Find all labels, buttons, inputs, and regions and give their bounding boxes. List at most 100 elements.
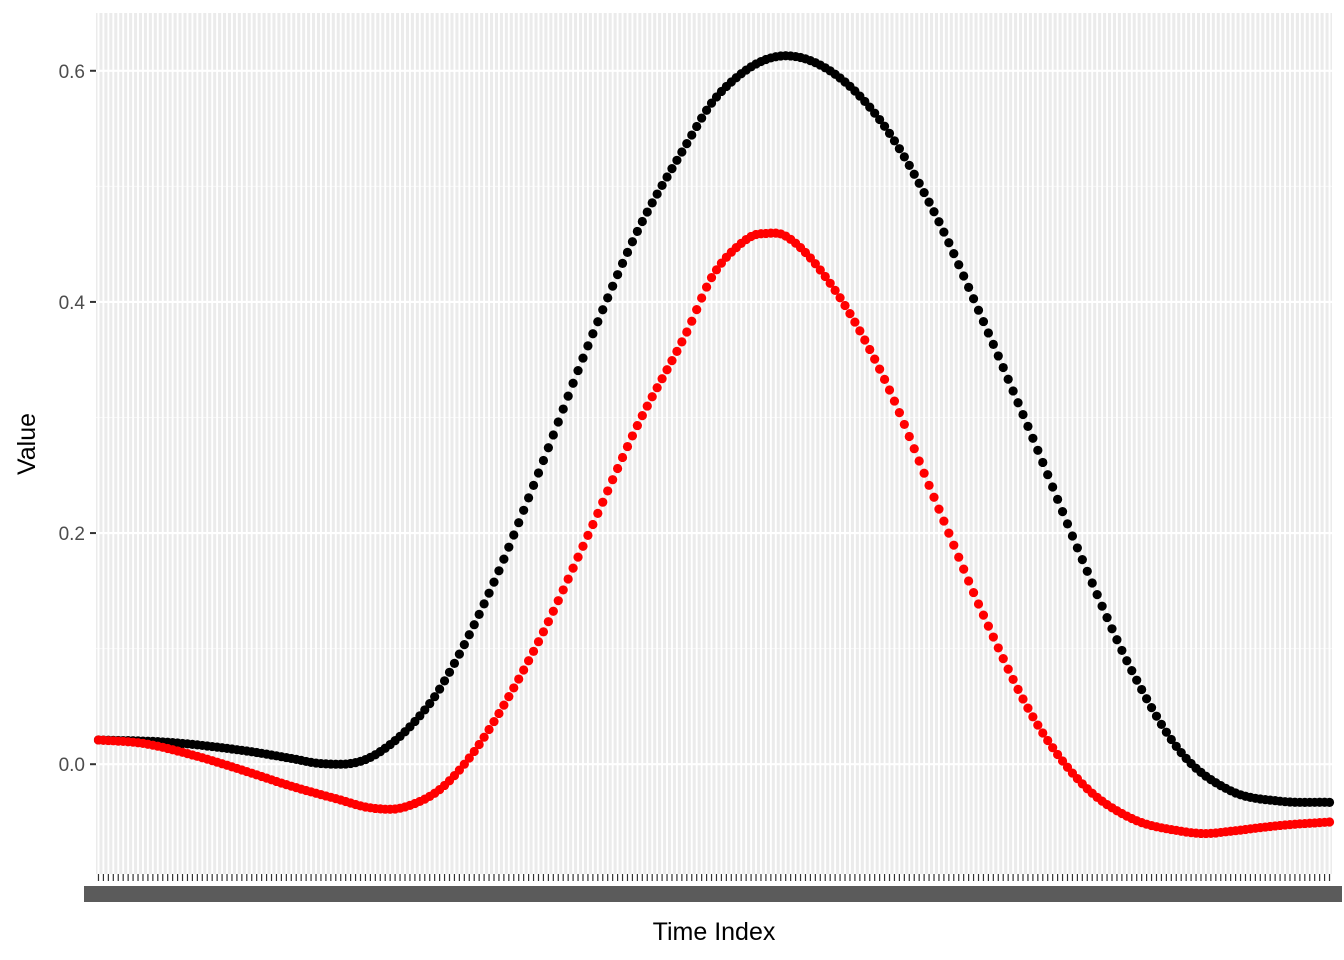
data-point <box>677 337 687 347</box>
data-point <box>894 407 905 418</box>
data-point <box>553 596 563 606</box>
data-point <box>993 643 1003 653</box>
data-point <box>998 362 1008 373</box>
data-point <box>944 238 954 248</box>
data-point <box>652 189 662 199</box>
data-point <box>553 417 563 427</box>
data-point <box>944 528 954 538</box>
data-point <box>588 519 598 530</box>
data-point <box>568 378 578 388</box>
data-point <box>420 705 430 715</box>
data-point <box>1053 749 1063 760</box>
data-point <box>647 392 657 402</box>
data-point <box>1102 612 1112 623</box>
data-point <box>672 346 682 356</box>
data-point <box>865 344 875 355</box>
data-point <box>494 566 504 576</box>
data-point <box>617 258 628 268</box>
data-point <box>1097 601 1107 611</box>
x-tick-labels-overlap <box>84 886 1342 902</box>
data-point <box>642 401 652 411</box>
data-point <box>677 147 687 157</box>
data-point <box>543 617 553 627</box>
data-point <box>1082 566 1092 576</box>
data-point <box>430 692 440 702</box>
data-point <box>583 341 593 351</box>
data-point <box>1038 728 1048 738</box>
data-point <box>637 216 647 227</box>
data-point <box>593 508 603 518</box>
data-point <box>924 480 934 490</box>
data-point <box>538 455 549 466</box>
data-point <box>1077 555 1087 565</box>
data-point <box>1033 445 1043 455</box>
data-point <box>815 265 825 275</box>
data-point <box>993 351 1003 361</box>
data-point <box>598 497 608 507</box>
data-point <box>524 493 534 503</box>
data-point <box>1087 578 1097 588</box>
data-point <box>894 144 905 154</box>
data-point <box>939 516 949 526</box>
data-point <box>706 273 717 283</box>
data-point <box>474 609 484 620</box>
data-point <box>573 365 583 376</box>
data-point <box>1324 797 1335 807</box>
y-tick-label: 0.0 <box>59 755 85 776</box>
data-point <box>499 554 509 564</box>
data-point <box>998 654 1008 664</box>
data-point <box>558 585 568 595</box>
data-point <box>484 724 494 735</box>
data-point <box>1033 720 1043 730</box>
series-layer <box>93 51 1335 839</box>
data-point <box>528 480 539 490</box>
data-point <box>504 542 514 552</box>
data-point <box>959 564 969 574</box>
data-point <box>1137 684 1147 695</box>
data-point <box>489 577 499 587</box>
data-point <box>1171 741 1181 751</box>
data-point <box>519 665 529 675</box>
data-point <box>810 259 820 269</box>
data-point <box>919 468 929 478</box>
data-point <box>558 404 568 414</box>
data-point <box>499 700 509 710</box>
data-point <box>706 98 717 108</box>
data-point <box>459 759 469 769</box>
data-point <box>850 317 860 327</box>
data-point <box>692 121 702 132</box>
data-point <box>701 282 712 292</box>
data-point <box>909 444 919 454</box>
data-point <box>459 639 469 650</box>
data-point <box>968 587 979 598</box>
y-axis: 0.0 0.2 0.4 0.6 <box>59 62 96 776</box>
data-point <box>845 309 855 319</box>
data-point <box>1142 694 1152 704</box>
data-point <box>973 599 984 609</box>
data-point <box>825 278 835 288</box>
data-point <box>425 698 435 709</box>
data-point <box>889 136 900 146</box>
data-point <box>875 114 885 125</box>
data-point <box>1127 665 1137 676</box>
data-point <box>697 293 707 303</box>
data-point <box>1057 507 1068 517</box>
data-point <box>954 552 964 562</box>
data-point <box>929 492 939 502</box>
data-point <box>484 588 494 598</box>
data-point <box>1156 719 1167 729</box>
data-point <box>548 606 558 616</box>
data-point <box>1107 624 1117 634</box>
data-point <box>657 180 667 191</box>
data-point <box>860 335 870 345</box>
data-point <box>879 121 890 131</box>
data-point <box>464 753 474 763</box>
data-point <box>533 468 544 478</box>
data-point <box>889 396 900 406</box>
data-point <box>622 441 633 452</box>
data-point <box>929 207 939 217</box>
data-point <box>870 108 880 118</box>
data-point <box>1072 543 1082 553</box>
data-point <box>899 419 909 430</box>
